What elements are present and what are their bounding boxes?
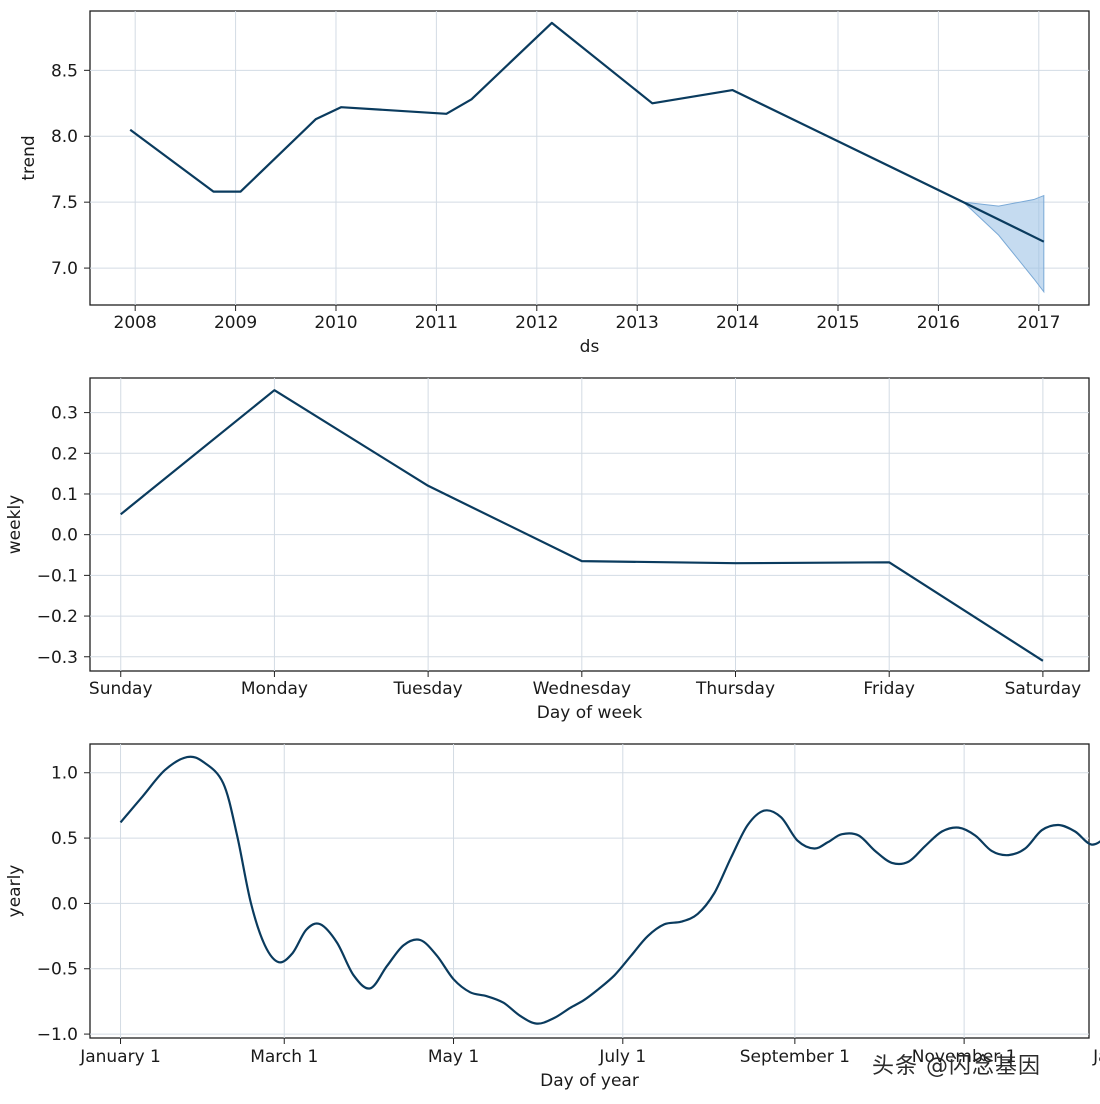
yearly-plot-area xyxy=(89,743,1090,1039)
chart-weekly: Sunday Monday Tuesday Wednesday Thursday Frid… xyxy=(5,377,1090,723)
trend-xtick-label: 2015 xyxy=(816,313,859,333)
yearly-xtick-label: January 1 xyxy=(79,1047,161,1067)
weekly-xtick-label: Sunday xyxy=(89,679,153,699)
yearly-xtick-label: November 1 xyxy=(912,1047,1017,1067)
trend-ytick-label: 8.5 xyxy=(51,61,78,81)
weekly-xtick-label: Thursday xyxy=(695,679,775,699)
weekly-xlabel: Day of week xyxy=(537,703,643,723)
yearly-xtick-label: March 1 xyxy=(250,1047,318,1067)
weekly-xtick-label: Wednesday xyxy=(533,679,631,699)
yearly-ytick-label: 1.0 xyxy=(51,764,78,784)
weekly-ytick-label: −0.1 xyxy=(37,566,78,586)
trend-ytick-label: 7.0 xyxy=(51,259,78,279)
weekly-xtick-label: Tuesday xyxy=(393,679,463,699)
weekly-ytick-label: 0.3 xyxy=(51,404,78,424)
trend-xtick-label: 2017 xyxy=(1017,313,1060,333)
trend-series-line xyxy=(129,21,1045,243)
weekly-ytick-label: 0.0 xyxy=(51,526,78,546)
weekly-xtick-label: Monday xyxy=(241,679,308,699)
trend-xtick-label: 2014 xyxy=(716,313,759,333)
chart-yearly: January 1 March 1 May 1 July 1 September 1 No… xyxy=(5,743,1100,1091)
trend-ylabel: trend xyxy=(19,135,39,180)
yearly-series-line xyxy=(119,755,1100,1025)
weekly-series-line xyxy=(120,389,1044,662)
weekly-ytick-label: 0.2 xyxy=(51,444,78,464)
trend-xtick-label: 2012 xyxy=(515,313,558,333)
trend-xtick-label: 2008 xyxy=(114,313,157,333)
weekly-plot-area xyxy=(89,377,1090,672)
yearly-xtick-label: July 1 xyxy=(598,1047,646,1067)
yearly-ylabel: yearly xyxy=(5,865,25,918)
yearly-xlabel: Day of year xyxy=(540,1071,639,1091)
yearly-xtick-label: May 1 xyxy=(428,1047,479,1067)
yearly-ytick-label: −0.5 xyxy=(37,960,78,980)
weekly-ytick-label: 0.1 xyxy=(51,485,78,505)
weekly-ytick-label: −0.2 xyxy=(37,607,78,627)
trend-plot-area xyxy=(89,10,1090,306)
trend-xlabel: ds xyxy=(580,337,600,357)
trend-xtick-label: 2010 xyxy=(314,313,357,333)
trend-ytick-label: 8.0 xyxy=(51,127,78,147)
trend-xtick-label: 2009 xyxy=(214,313,257,333)
weekly-xtick-label: Saturday xyxy=(1005,679,1082,699)
trend-xtick-label: 2016 xyxy=(917,313,960,333)
yearly-ytick-label: 0.0 xyxy=(51,894,78,914)
weekly-xtick-label: Friday xyxy=(863,679,915,699)
trend-uncertainty-band xyxy=(962,194,1045,294)
yearly-xtick-label: September 1 xyxy=(740,1047,850,1067)
trend-ytick-label: 7.5 xyxy=(51,193,78,213)
trend-xtick-label: 2011 xyxy=(415,313,458,333)
chart-trend: 2008 2009 2010 2011 2012 2013 2014 2015 2016 2017… xyxy=(19,10,1090,357)
trend-xtick-label: 2013 xyxy=(616,313,659,333)
yearly-ytick-label: 0.5 xyxy=(51,829,78,849)
weekly-ylabel: weekly xyxy=(5,495,25,554)
weekly-ytick-label: −0.3 xyxy=(37,648,78,668)
yearly-ytick-label: −1.0 xyxy=(37,1025,78,1045)
watermark: 头条 @闪念基因 xyxy=(872,1054,1041,1079)
yearly-xtick-label: January 1 xyxy=(1092,1047,1100,1067)
